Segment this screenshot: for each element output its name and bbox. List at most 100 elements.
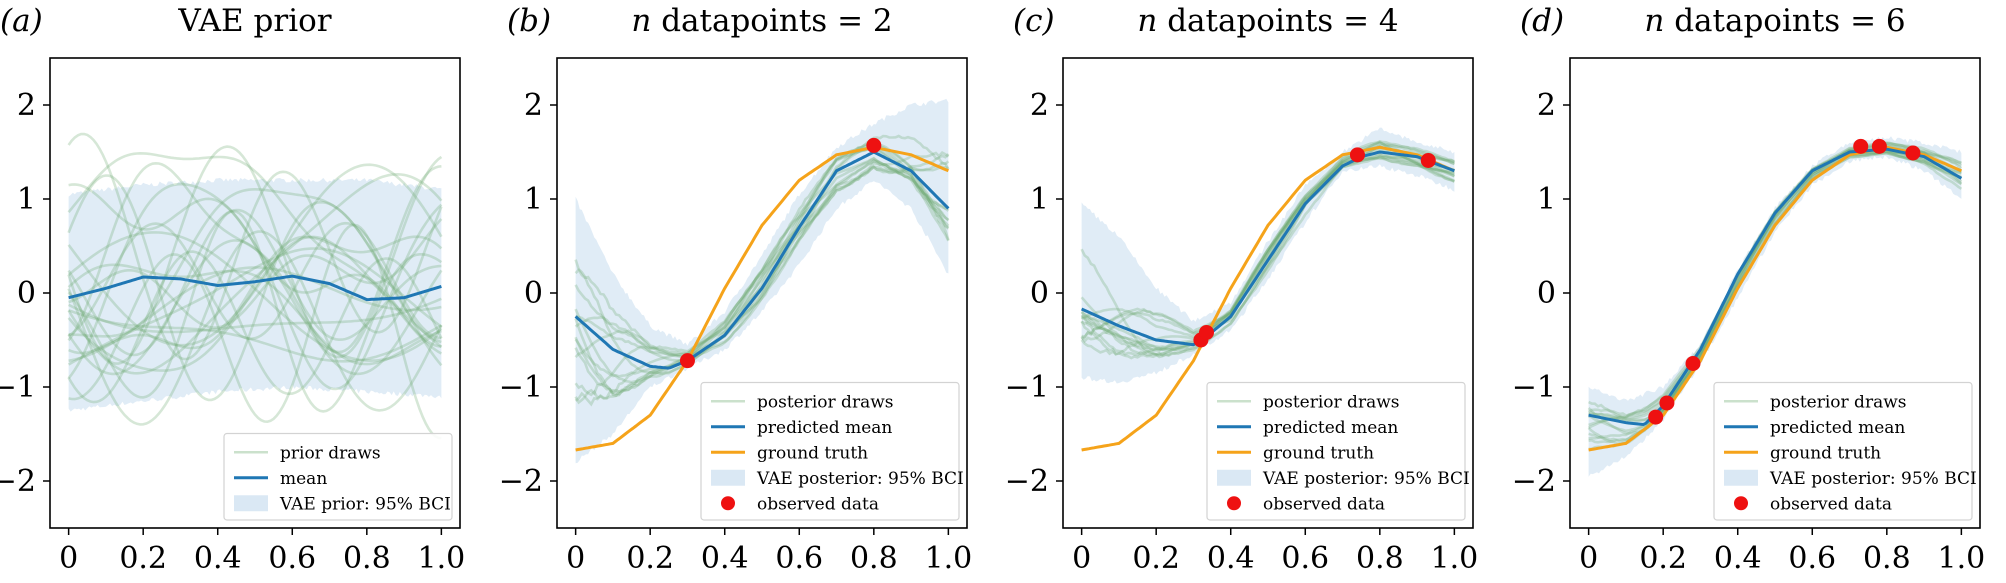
y-tick-label: 0 [17,276,36,311]
legend-label: ground truth [1263,443,1374,463]
legend-label: posterior draws [1770,392,1906,412]
sample-draw [67,231,443,363]
sample-draw [67,235,443,372]
sample-draw [1587,148,1962,417]
y-tick-label: −1 [499,370,543,405]
sample-draw [1588,142,1963,420]
legend-frame [700,381,960,521]
x-tick-label: 0.8 [1863,541,1911,576]
legend-label: predicted mean [1770,418,1905,438]
legend-swatch-observed [721,496,735,511]
y-tick-label: −2 [0,464,36,499]
panel-label: (d) [1520,3,1564,39]
observed-point [679,353,695,369]
sample-draw [67,263,442,366]
sample-draw [1588,151,1962,427]
legend-label: VAE posterior: 95% BCI [1769,469,1977,489]
legend-label: VAE prior: 95% BCI [279,494,451,514]
y-tick-label: 1 [1030,182,1049,217]
legend-label: VAE posterior: 95% BCI [1262,469,1470,489]
sample-draw [574,160,950,395]
legend-label: observed data [1263,494,1385,514]
sample-draw [67,250,443,404]
legend-label: VAE posterior: 95% BCI [756,469,964,489]
observed-point [1648,409,1664,425]
credible-band [68,177,442,412]
legend-label: observed data [1770,494,1892,514]
sample-draw [1588,141,1963,422]
plot-area [1080,127,1456,452]
x-tick-label: 0 [566,541,585,576]
legend-label: posterior draws [757,392,893,412]
x-tick-label: 0.6 [1788,541,1836,576]
y-tick-label: 2 [17,88,36,123]
legend-label: ground truth [1770,443,1881,463]
legend: posterior draws predicted mean ground trut… [1713,381,1977,521]
sample-draw [67,221,442,340]
sample-draw [67,132,443,361]
sample-draw [574,156,950,397]
panel-title: n datapoints = 6 [1644,3,1905,39]
legend: posterior draws predicted mean ground trut… [1206,381,1470,521]
title-variable: n [1137,3,1157,39]
panel-d: 0 0.2 0.4 0.6 0.8 1.0 −2 −1 0 1 2 (d) n datapoints =… [1512,3,1985,576]
sample-draw [67,182,443,391]
sample-draw [1080,141,1455,352]
legend-label: predicted mean [1263,418,1398,438]
y-tick-label: 2 [524,88,543,123]
credible-band [575,98,949,464]
title-text: datapoints = 4 [1157,3,1398,39]
legend-label: mean [280,469,327,489]
legend-frame [223,432,453,521]
sample-draw [574,140,950,378]
sample-draw [67,209,443,413]
sample-draw [1081,155,1455,338]
plot-area [574,98,950,464]
legend-swatch-band [711,469,745,486]
legend: posterior draws predicted mean ground trut… [700,381,964,521]
sample-draw [67,174,443,402]
sample-draw [574,165,949,407]
sample-draw [67,239,443,376]
y-tick-label: 1 [524,182,543,217]
sample-draw [68,309,443,363]
x-tick-label: 0 [1072,541,1091,576]
title-variable: n [1644,3,1664,39]
sample-draw [574,146,949,359]
mean-line [68,274,442,302]
observed-point [1349,147,1365,163]
sample-draw [67,230,443,426]
sample-draw [1081,144,1456,339]
legend: prior draws mean VAE prior: 95% BCI [223,432,453,521]
observed-point [866,137,882,153]
x-tick-label: 0 [59,541,78,576]
y-tick-label: 2 [1030,88,1049,123]
legend-swatch-band [1724,469,1758,486]
panel-label: (a) [0,3,43,39]
title-text: datapoints = 6 [1664,3,1905,39]
ground-truth-line [575,145,950,452]
sample-draw [1080,153,1455,357]
sample-draw [67,145,443,365]
plot-area [1587,136,1963,477]
sample-draw [1080,141,1455,357]
title-text: datapoints = 2 [651,3,892,39]
x-tick-label: 0.4 [1207,541,1255,576]
sample-draw [1588,147,1963,422]
y-tick-label: −1 [0,370,36,405]
sample-draw [68,218,443,329]
y-tick-label: 1 [17,182,36,217]
x-tick-label: 0.4 [701,541,749,576]
sample-draw [574,153,950,376]
observed-point [1199,324,1214,340]
sample-draw [575,157,950,357]
x-tick-label: 0.2 [1639,541,1687,576]
title-variable: n [631,3,651,39]
sample-draw [574,145,950,384]
x-tick-label: 1.0 [418,541,466,576]
legend-swatch-observed [1227,496,1241,511]
y-tick-label: −2 [1005,464,1049,499]
x-tick-label: 0.6 [268,541,316,576]
x-tick-label: 0.8 [850,541,898,576]
